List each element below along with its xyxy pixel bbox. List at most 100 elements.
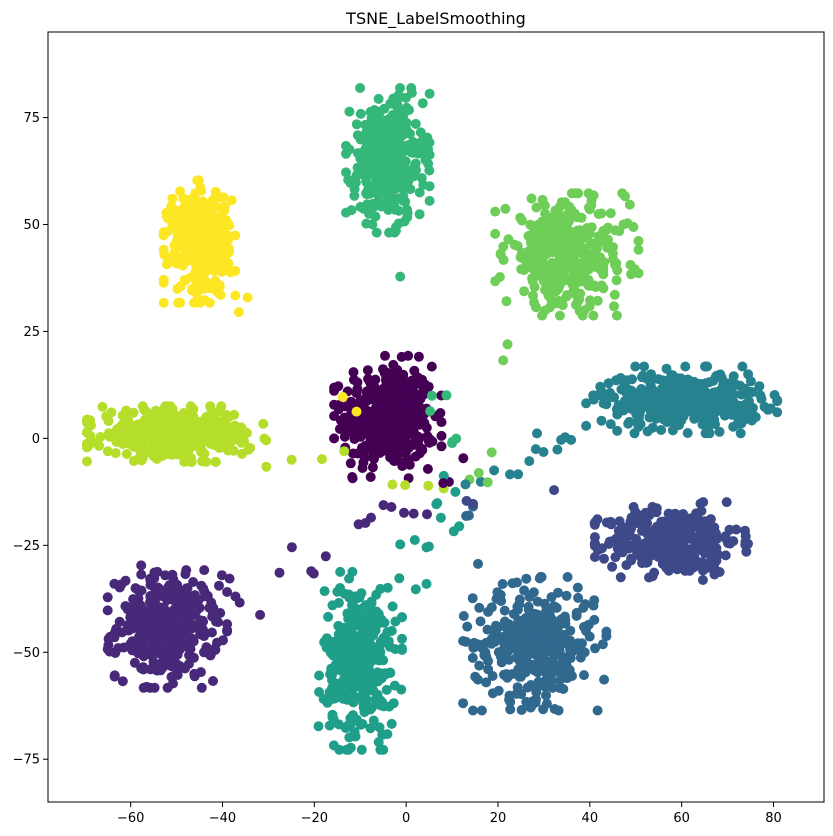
- scatter-point: [550, 286, 561, 297]
- scatter-point: [684, 516, 695, 527]
- scatter-point: [649, 567, 660, 578]
- scatter-point: [414, 187, 425, 198]
- scatter-point: [483, 606, 494, 617]
- scatter-point: [536, 680, 547, 691]
- x-tick-label: 80: [765, 811, 782, 826]
- scatter-point: [409, 375, 420, 386]
- scatter-point: [599, 553, 609, 564]
- scatter-point: [474, 660, 485, 671]
- scatter-point: [406, 388, 417, 399]
- scatter-point: [592, 295, 603, 306]
- scatter-point: [223, 258, 234, 269]
- y-tick-label: 25: [23, 325, 40, 340]
- scatter-point: [378, 500, 389, 511]
- scatter-point: [197, 456, 207, 467]
- scatter-point: [334, 424, 345, 434]
- scatter-point: [423, 480, 434, 491]
- scatter-point: [385, 160, 396, 170]
- scatter-point: [211, 201, 222, 212]
- scatter-point: [574, 269, 584, 280]
- scatter-point: [576, 212, 587, 223]
- scatter-point: [351, 430, 362, 441]
- x-tick-label: 40: [582, 811, 599, 826]
- scatter-point: [544, 606, 555, 617]
- scatter-point: [259, 433, 270, 444]
- scatter-point: [373, 676, 383, 687]
- scatter-point: [341, 207, 351, 218]
- scatter-point: [233, 307, 244, 318]
- scatter-point: [633, 236, 644, 246]
- scatter-point: [468, 705, 478, 716]
- y-tick-label: 0: [32, 432, 40, 447]
- scatter-point: [489, 465, 500, 476]
- scatter-point: [560, 432, 571, 443]
- scatter-point: [613, 400, 624, 411]
- scatter-point: [101, 411, 112, 422]
- scatter-point: [588, 310, 599, 321]
- scatter-point: [610, 552, 621, 563]
- scatter-point: [499, 669, 509, 680]
- scatter-point: [422, 464, 433, 474]
- scatter-point: [168, 678, 178, 689]
- scatter-point: [133, 593, 144, 604]
- scatter-point: [631, 534, 642, 544]
- scatter-point: [156, 637, 167, 648]
- scatter-point: [384, 227, 395, 238]
- x-axis: −60 −40 −20 0 20 40 60 80: [117, 802, 782, 826]
- x-tick-label: −40: [209, 811, 236, 826]
- y-tick-label: −50: [13, 646, 40, 661]
- scatter-point: [397, 612, 407, 623]
- scatter-point: [355, 134, 366, 145]
- scatter-point: [487, 688, 498, 699]
- scatter-point: [201, 276, 212, 287]
- scatter-point: [711, 387, 722, 398]
- scatter-point: [210, 412, 220, 423]
- scatter-point: [547, 676, 557, 687]
- scatter-point: [358, 679, 369, 690]
- scatter-point: [710, 419, 720, 430]
- scatter-point: [157, 417, 168, 428]
- scatter-point: [497, 645, 508, 656]
- scatter-point: [387, 601, 398, 612]
- scatter-point: [677, 393, 688, 404]
- scatter-point: [208, 676, 218, 686]
- scatter-point: [355, 395, 366, 405]
- scatter-point: [610, 259, 620, 270]
- scatter-point: [490, 276, 501, 287]
- scatter-point: [102, 605, 113, 616]
- scatter-point: [346, 619, 356, 630]
- scatter-point: [470, 671, 481, 682]
- scatter-point: [222, 626, 233, 637]
- scatter-point: [575, 288, 586, 299]
- scatter-point: [685, 530, 695, 541]
- scatter-point: [609, 289, 620, 300]
- scatter-point: [398, 377, 409, 388]
- scatter-point: [498, 241, 509, 252]
- scatter-point: [505, 704, 516, 715]
- scatter-point: [611, 275, 622, 286]
- scatter-point: [382, 123, 393, 134]
- scatter-point: [720, 550, 731, 561]
- scatter-point: [151, 600, 162, 611]
- scatter-point: [156, 607, 167, 618]
- scatter-point: [409, 365, 420, 376]
- scatter-point: [527, 615, 538, 626]
- scatter-point: [424, 88, 435, 99]
- scatter-point: [172, 230, 183, 241]
- scatter-point: [611, 310, 622, 321]
- scatter-point: [146, 642, 157, 653]
- scatter-point: [708, 554, 718, 565]
- scatter-point: [398, 369, 409, 380]
- scatter-point: [704, 428, 715, 439]
- scatter-point: [190, 188, 201, 199]
- scatter-point: [423, 541, 434, 552]
- scatter-point: [363, 422, 374, 433]
- scatter-point: [540, 305, 550, 316]
- scatter-point: [528, 642, 539, 653]
- scatter-point: [663, 565, 674, 576]
- scatter-point: [513, 615, 524, 626]
- scatter-point: [215, 608, 226, 618]
- scatter-point: [137, 401, 148, 412]
- scatter-point: [199, 295, 210, 306]
- scatter-point: [678, 509, 689, 519]
